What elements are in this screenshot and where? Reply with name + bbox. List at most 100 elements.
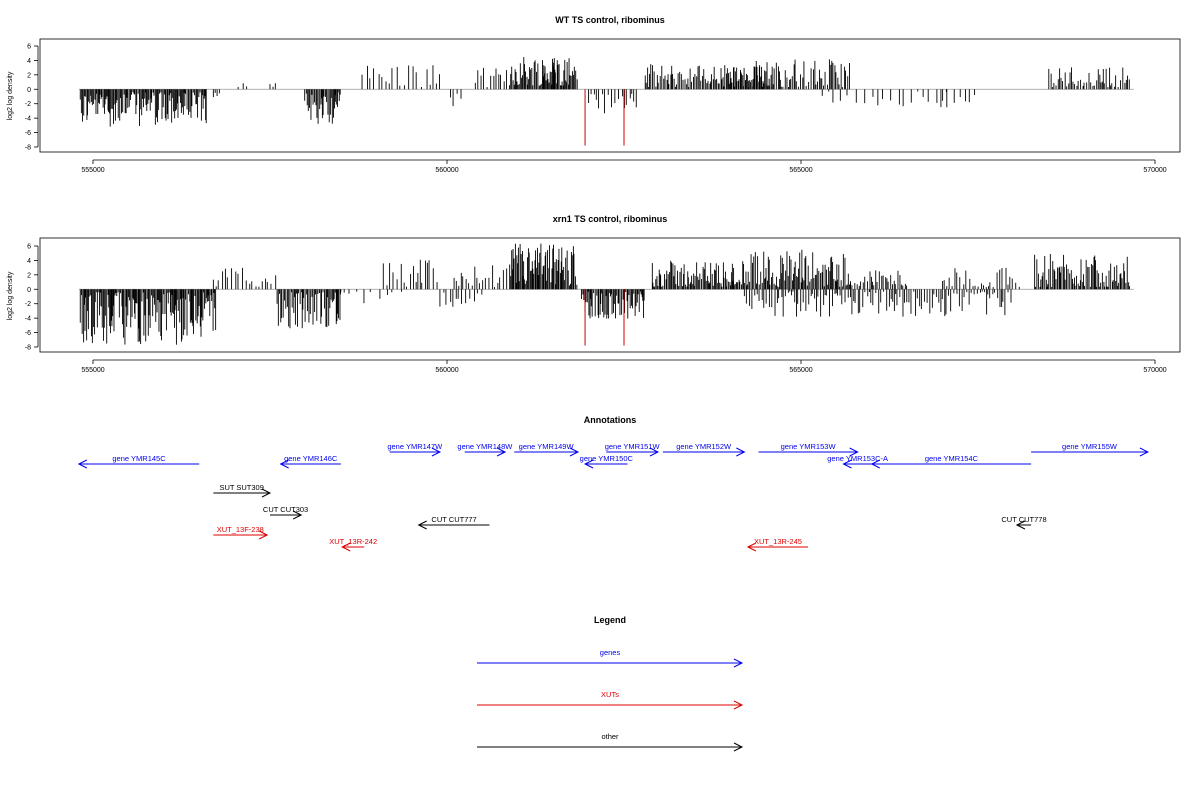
wt-plot-frame xyxy=(39,38,1181,153)
feature-arrow-head xyxy=(292,510,303,520)
feature-label: gene YMR153C-A xyxy=(827,454,888,463)
annotation-feature: CUT CUT777 xyxy=(417,515,490,530)
wt-density-bars xyxy=(78,57,1134,146)
feature-arrow-head xyxy=(258,530,269,540)
feature-label: XUT_13R-242 xyxy=(329,537,377,546)
feature-label: gene YMR150C xyxy=(580,454,634,463)
feature-arrow-head xyxy=(1139,447,1150,457)
feature-arrow-head xyxy=(279,459,289,469)
xrn1-y-tick-label: -6 xyxy=(25,330,31,337)
xrn1-panel-title: xrn1 TS control, ribominus xyxy=(553,214,668,224)
xrn1-y-tick-label: 4 xyxy=(27,258,31,265)
legend-label: genes xyxy=(600,648,621,657)
feature-arrow-head xyxy=(417,520,427,530)
wt-y-tick-label: 4 xyxy=(27,58,31,65)
feature-label: gene YMR146C xyxy=(284,454,338,463)
annotation-feature: gene YMR147W xyxy=(387,442,443,457)
xrn1-y-tick-label: -8 xyxy=(25,345,31,352)
annotation-feature: gene YMR150C xyxy=(580,454,634,469)
xrn1-y-tick-label: 0 xyxy=(27,287,31,294)
wt-y-tick-label: 2 xyxy=(27,72,31,79)
wt-y-tick-label: 0 xyxy=(27,87,31,94)
annotation-feature: gene YMR155W xyxy=(1031,442,1150,457)
feature-arrow-head xyxy=(496,447,507,457)
legend-item: XUTs xyxy=(477,690,744,710)
feature-label: XUT_13F-238 xyxy=(217,525,264,534)
feature-label: gene YMR147W xyxy=(387,442,443,451)
wt-y-axis-label: log2 log density xyxy=(7,71,14,120)
annotation-feature: SUT SUT309 xyxy=(213,483,272,498)
feature-label: XUT_13R-245 xyxy=(754,537,802,546)
legend-panel: Legend genes XUTs other xyxy=(477,615,744,752)
feature-arrow-head xyxy=(77,459,88,469)
annotations-panel: Annotations gene YMR145C gene YMR146Cgene… xyxy=(77,415,1150,552)
xrn1-x-tick-label: 565000 xyxy=(789,367,812,374)
feature-arrow-head xyxy=(870,459,881,469)
xrn1-y-tick-label: 2 xyxy=(27,272,31,279)
xrn1-density-bars xyxy=(78,243,1134,346)
annotation-feature: gene YMR153W xyxy=(758,442,859,457)
annotation-feature: XUT_13R-245 xyxy=(746,537,809,552)
xrn1-axes: 6 4 2 0 -2 -4 -6 -8 555000 560000 565000 570000 xyxy=(25,244,1167,375)
legend-item: genes xyxy=(477,648,744,668)
xrn1-y-tick-label: -2 xyxy=(25,301,31,308)
wt-y-tick-label: -2 xyxy=(25,101,31,108)
feature-label: gene YMR154C xyxy=(925,454,979,463)
wt-x-tick-label: 570000 xyxy=(1143,167,1166,174)
wt-y-tick-label: 6 xyxy=(27,44,31,51)
annotation-feature: gene YMR146C xyxy=(279,454,341,469)
feature-label: gene YMR155W xyxy=(1062,442,1118,451)
feature-label: gene YMR145C xyxy=(112,454,166,463)
xrn1-x-tick-label: 570000 xyxy=(1143,367,1166,374)
feature-arrow-head xyxy=(849,447,859,457)
annotation-feature: gene YMR153C-A xyxy=(827,454,888,469)
wt-x-tick-label: 565000 xyxy=(789,167,812,174)
feature-label: gene YMR153W xyxy=(781,442,837,451)
wt-density-panel: WT TS control, ribominus log2 log densit… xyxy=(7,15,1181,175)
annotations-title: Annotations xyxy=(584,415,637,425)
wt-y-tick-label: -4 xyxy=(25,116,31,123)
annotation-features: gene YMR145C gene YMR146C gene YMR147W gene… xyxy=(77,442,1150,552)
feature-arrow-head xyxy=(649,447,660,457)
feature-label: gene YMR151W xyxy=(605,442,661,451)
legend-title: Legend xyxy=(594,615,626,625)
xrn1-y-tick-label: -4 xyxy=(25,316,31,323)
annotation-feature: XUT_13R-242 xyxy=(329,537,377,552)
feature-label: SUT SUT309 xyxy=(219,483,263,492)
annotation-feature: gene YMR152W xyxy=(662,442,746,457)
feature-arrow-head xyxy=(746,542,757,552)
wt-x-tick-label: 555000 xyxy=(81,167,104,174)
legend-label: XUTs xyxy=(601,690,619,699)
feature-label: gene YMR149W xyxy=(519,442,575,451)
annotation-feature: gene YMR145C xyxy=(77,454,200,469)
feature-arrow-head xyxy=(569,447,580,457)
legend-item: other xyxy=(477,732,744,752)
wt-y-tick-label: -8 xyxy=(25,145,31,152)
feature-label: CUT CUT778 xyxy=(1001,515,1046,524)
xrn1-x-tick-label: 560000 xyxy=(435,367,458,374)
legend-arrow-head xyxy=(733,742,744,752)
legend-arrow-head xyxy=(733,700,744,710)
xrn1-plot-frame xyxy=(39,237,1181,353)
feature-arrow-head xyxy=(341,542,351,552)
xrn1-y-axis-label: log2 log density xyxy=(7,271,14,320)
feature-arrow-head xyxy=(736,447,746,457)
annotation-feature: CUT CUT778 xyxy=(1001,515,1047,530)
legend-items: genes XUTs other xyxy=(477,648,744,752)
feature-label: CUT CUT303 xyxy=(263,505,308,514)
feature-label: CUT CUT777 xyxy=(431,515,476,524)
wt-axes: 6 4 2 0 -2 -4 -6 -8 555000 560000 565000 570000 xyxy=(25,44,1167,175)
annotation-feature: CUT CUT303 xyxy=(263,505,308,520)
annotation-feature: XUT_13F-238 xyxy=(213,525,269,540)
annotation-feature: gene YMR154C xyxy=(870,454,1032,469)
feature-arrow-head xyxy=(583,459,594,469)
feature-arrow-head xyxy=(842,459,852,469)
xrn1-y-tick-label: 6 xyxy=(27,244,31,251)
wt-y-tick-label: -6 xyxy=(25,130,31,137)
feature-label: gene YMR148W xyxy=(457,442,513,451)
wt-x-tick-label: 560000 xyxy=(435,167,458,174)
feature-arrow-head xyxy=(431,447,442,457)
legend-arrow-head xyxy=(733,658,744,668)
legend-label: other xyxy=(601,732,619,741)
